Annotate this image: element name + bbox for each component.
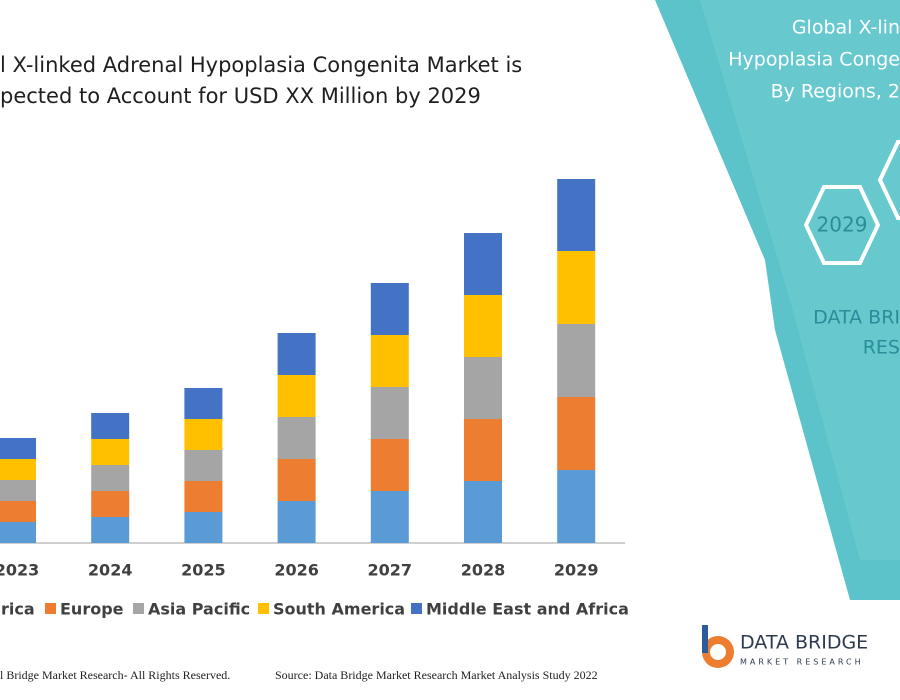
footer-source: Source: Data Bridge Market Research Mark… — [275, 668, 598, 682]
bar-segment — [557, 179, 596, 251]
bar-segment — [184, 512, 223, 543]
bar-segment — [184, 419, 223, 450]
bar-segment — [0, 522, 36, 543]
legend-label: Europe — [60, 600, 124, 619]
bar-segment — [464, 357, 502, 419]
legend-label: Asia Pacific — [148, 600, 250, 619]
chart-title: l X-linked Adrenal Hypoplasia Congenita … — [0, 53, 522, 77]
bar-segment — [370, 283, 409, 335]
bar-segment — [277, 333, 316, 375]
legend-swatch — [133, 603, 144, 614]
panel-title: By Regions, 2 — [771, 81, 900, 103]
x-tick-label: 2028 — [461, 561, 506, 580]
legend-label: Middle East and Africa — [426, 600, 629, 619]
bar-segment — [557, 397, 596, 470]
bar-segment — [0, 459, 36, 480]
bar-segment — [0, 501, 36, 522]
panel-overlay — [700, 0, 900, 560]
bar-segment — [557, 251, 596, 324]
x-tick-label: 2024 — [88, 561, 133, 580]
bar-segment — [91, 439, 130, 465]
hexagon — [877, 140, 900, 220]
logo-tagline: MARKET RESEARCH — [740, 658, 864, 667]
hexagon — [803, 185, 881, 265]
x-tick-label: 2027 — [368, 561, 413, 580]
bar-segment — [464, 481, 502, 543]
logo-name: DATA BRIDGE — [740, 632, 868, 654]
legend-swatch — [45, 603, 56, 614]
bar-segment — [557, 324, 596, 397]
bar-segment — [557, 470, 596, 543]
legend-label: South America — [273, 600, 405, 619]
bar-segment — [91, 413, 130, 439]
bar-segment — [370, 439, 409, 491]
logo-mark — [710, 644, 726, 660]
logo: DATA BRIDGE MARKET RESEARCH — [702, 625, 868, 668]
panel-title: Hypoplasia Conge — [728, 49, 900, 71]
bar-segment — [370, 387, 409, 439]
panel-title: Global X-lin — [792, 17, 900, 39]
chart-title: pected to Account for USD XX Million by … — [0, 84, 481, 108]
bar-segment — [464, 419, 502, 481]
legend-label: rica — [1, 600, 35, 619]
bar-segment — [184, 481, 223, 512]
bar-segment — [91, 465, 130, 491]
bar-segment — [91, 491, 130, 517]
panel-brand: RES — [863, 337, 900, 359]
legend-swatch — [411, 603, 422, 614]
bar-segment — [0, 480, 36, 501]
bar-segment — [91, 517, 130, 543]
x-tick-label: 2025 — [181, 561, 226, 580]
x-tick-label: 2023 — [0, 561, 39, 580]
bar-segment — [0, 438, 36, 459]
legend-swatch — [258, 603, 269, 614]
footer-rights: l Bridge Market Research- All Rights Res… — [0, 668, 230, 682]
hexagon-label: 2029 — [817, 213, 868, 237]
bar-segment — [277, 375, 316, 417]
bar-segment — [464, 233, 502, 295]
bar-segment — [184, 388, 223, 419]
bar-segment — [277, 459, 316, 501]
bar-segment — [184, 450, 223, 481]
bar-segment — [370, 335, 409, 387]
bar-segment — [277, 501, 316, 543]
x-tick-label: 2026 — [274, 561, 319, 580]
panel-brand: DATA BRI — [813, 307, 900, 329]
bar-segment — [277, 417, 316, 459]
bar-segment — [370, 491, 409, 543]
logo-mark — [702, 625, 708, 653]
bar-segment — [464, 295, 502, 357]
x-tick-label: 2029 — [554, 561, 599, 580]
